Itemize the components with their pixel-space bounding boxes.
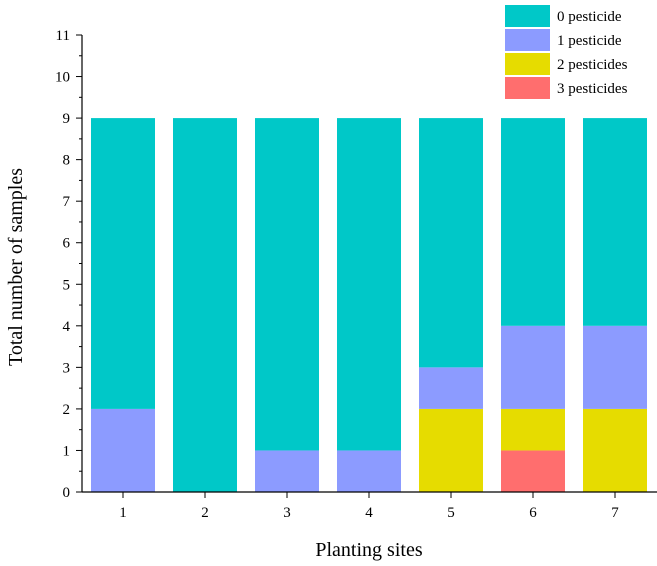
y-tick-label: 2 xyxy=(63,402,71,418)
x-tick-label: 6 xyxy=(529,505,537,521)
x-axis-title: Planting sites xyxy=(315,539,422,561)
bars-group xyxy=(91,118,647,492)
bar-segment-0-pesticide-site-5 xyxy=(419,118,483,368)
legend-swatch-1-pesticide xyxy=(505,29,550,51)
legend-label-1-pesticide: 1 pesticide xyxy=(557,33,622,49)
bar-segment-0-pesticide-site-2 xyxy=(173,118,237,492)
legend-label-0-pesticide: 0 pesticide xyxy=(557,9,622,25)
bar-segment-1-pesticide-site-3 xyxy=(255,450,319,492)
x-tick-label: 5 xyxy=(447,505,455,521)
y-tick-label: 1 xyxy=(63,443,71,459)
bar-segment-3-pesticides-site-6 xyxy=(501,450,565,492)
legend-swatch-0-pesticide xyxy=(505,5,550,27)
bar-segment-2-pesticides-site-7 xyxy=(583,408,647,492)
x-tick-label: 1 xyxy=(119,505,127,521)
y-tick-label: 3 xyxy=(63,360,71,376)
y-tick-label: 8 xyxy=(63,153,71,169)
bar-segment-2-pesticides-site-5 xyxy=(419,408,483,492)
bar-segment-0-pesticide-site-3 xyxy=(255,118,319,451)
x-tick-label: 2 xyxy=(201,505,209,521)
bar-segment-1-pesticide-site-7 xyxy=(583,325,647,409)
y-tick-label: 7 xyxy=(63,194,71,210)
y-axis-title: Total number of samples xyxy=(5,168,27,366)
bar-segment-1-pesticide-site-1 xyxy=(91,408,155,492)
bar-segment-0-pesticide-site-7 xyxy=(583,118,647,326)
y-tick-label: 11 xyxy=(56,28,70,44)
y-tick-label: 0 xyxy=(63,485,71,501)
legend-swatch-2-pesticides xyxy=(505,53,550,75)
x-tick-label: 7 xyxy=(611,505,619,521)
y-tick-label: 5 xyxy=(63,277,71,293)
bar-segment-1-pesticide-site-4 xyxy=(337,450,401,492)
bar-segment-0-pesticide-site-4 xyxy=(337,118,401,451)
x-tick-label: 4 xyxy=(365,505,373,521)
y-tick-label: 6 xyxy=(63,236,71,252)
bar-segment-1-pesticide-site-6 xyxy=(501,325,565,409)
bar-segment-2-pesticides-site-6 xyxy=(501,408,565,451)
x-tick-label: 3 xyxy=(283,505,291,521)
legend-swatch-3-pesticides xyxy=(505,77,550,99)
legend: 0 pesticide 1 pesticide 2 pesticides 3 pest… xyxy=(505,5,628,99)
legend-label-2-pesticides: 2 pesticides xyxy=(557,57,628,73)
bar-segment-0-pesticide-site-1 xyxy=(91,118,155,409)
legend-label-3-pesticides: 3 pesticides xyxy=(557,81,628,97)
bar-segment-0-pesticide-site-6 xyxy=(501,118,565,326)
y-tick-label: 9 xyxy=(63,111,71,127)
y-tick-label: 4 xyxy=(63,319,71,335)
y-tick-label: 10 xyxy=(55,70,70,86)
bar-segment-1-pesticide-site-5 xyxy=(419,367,483,409)
